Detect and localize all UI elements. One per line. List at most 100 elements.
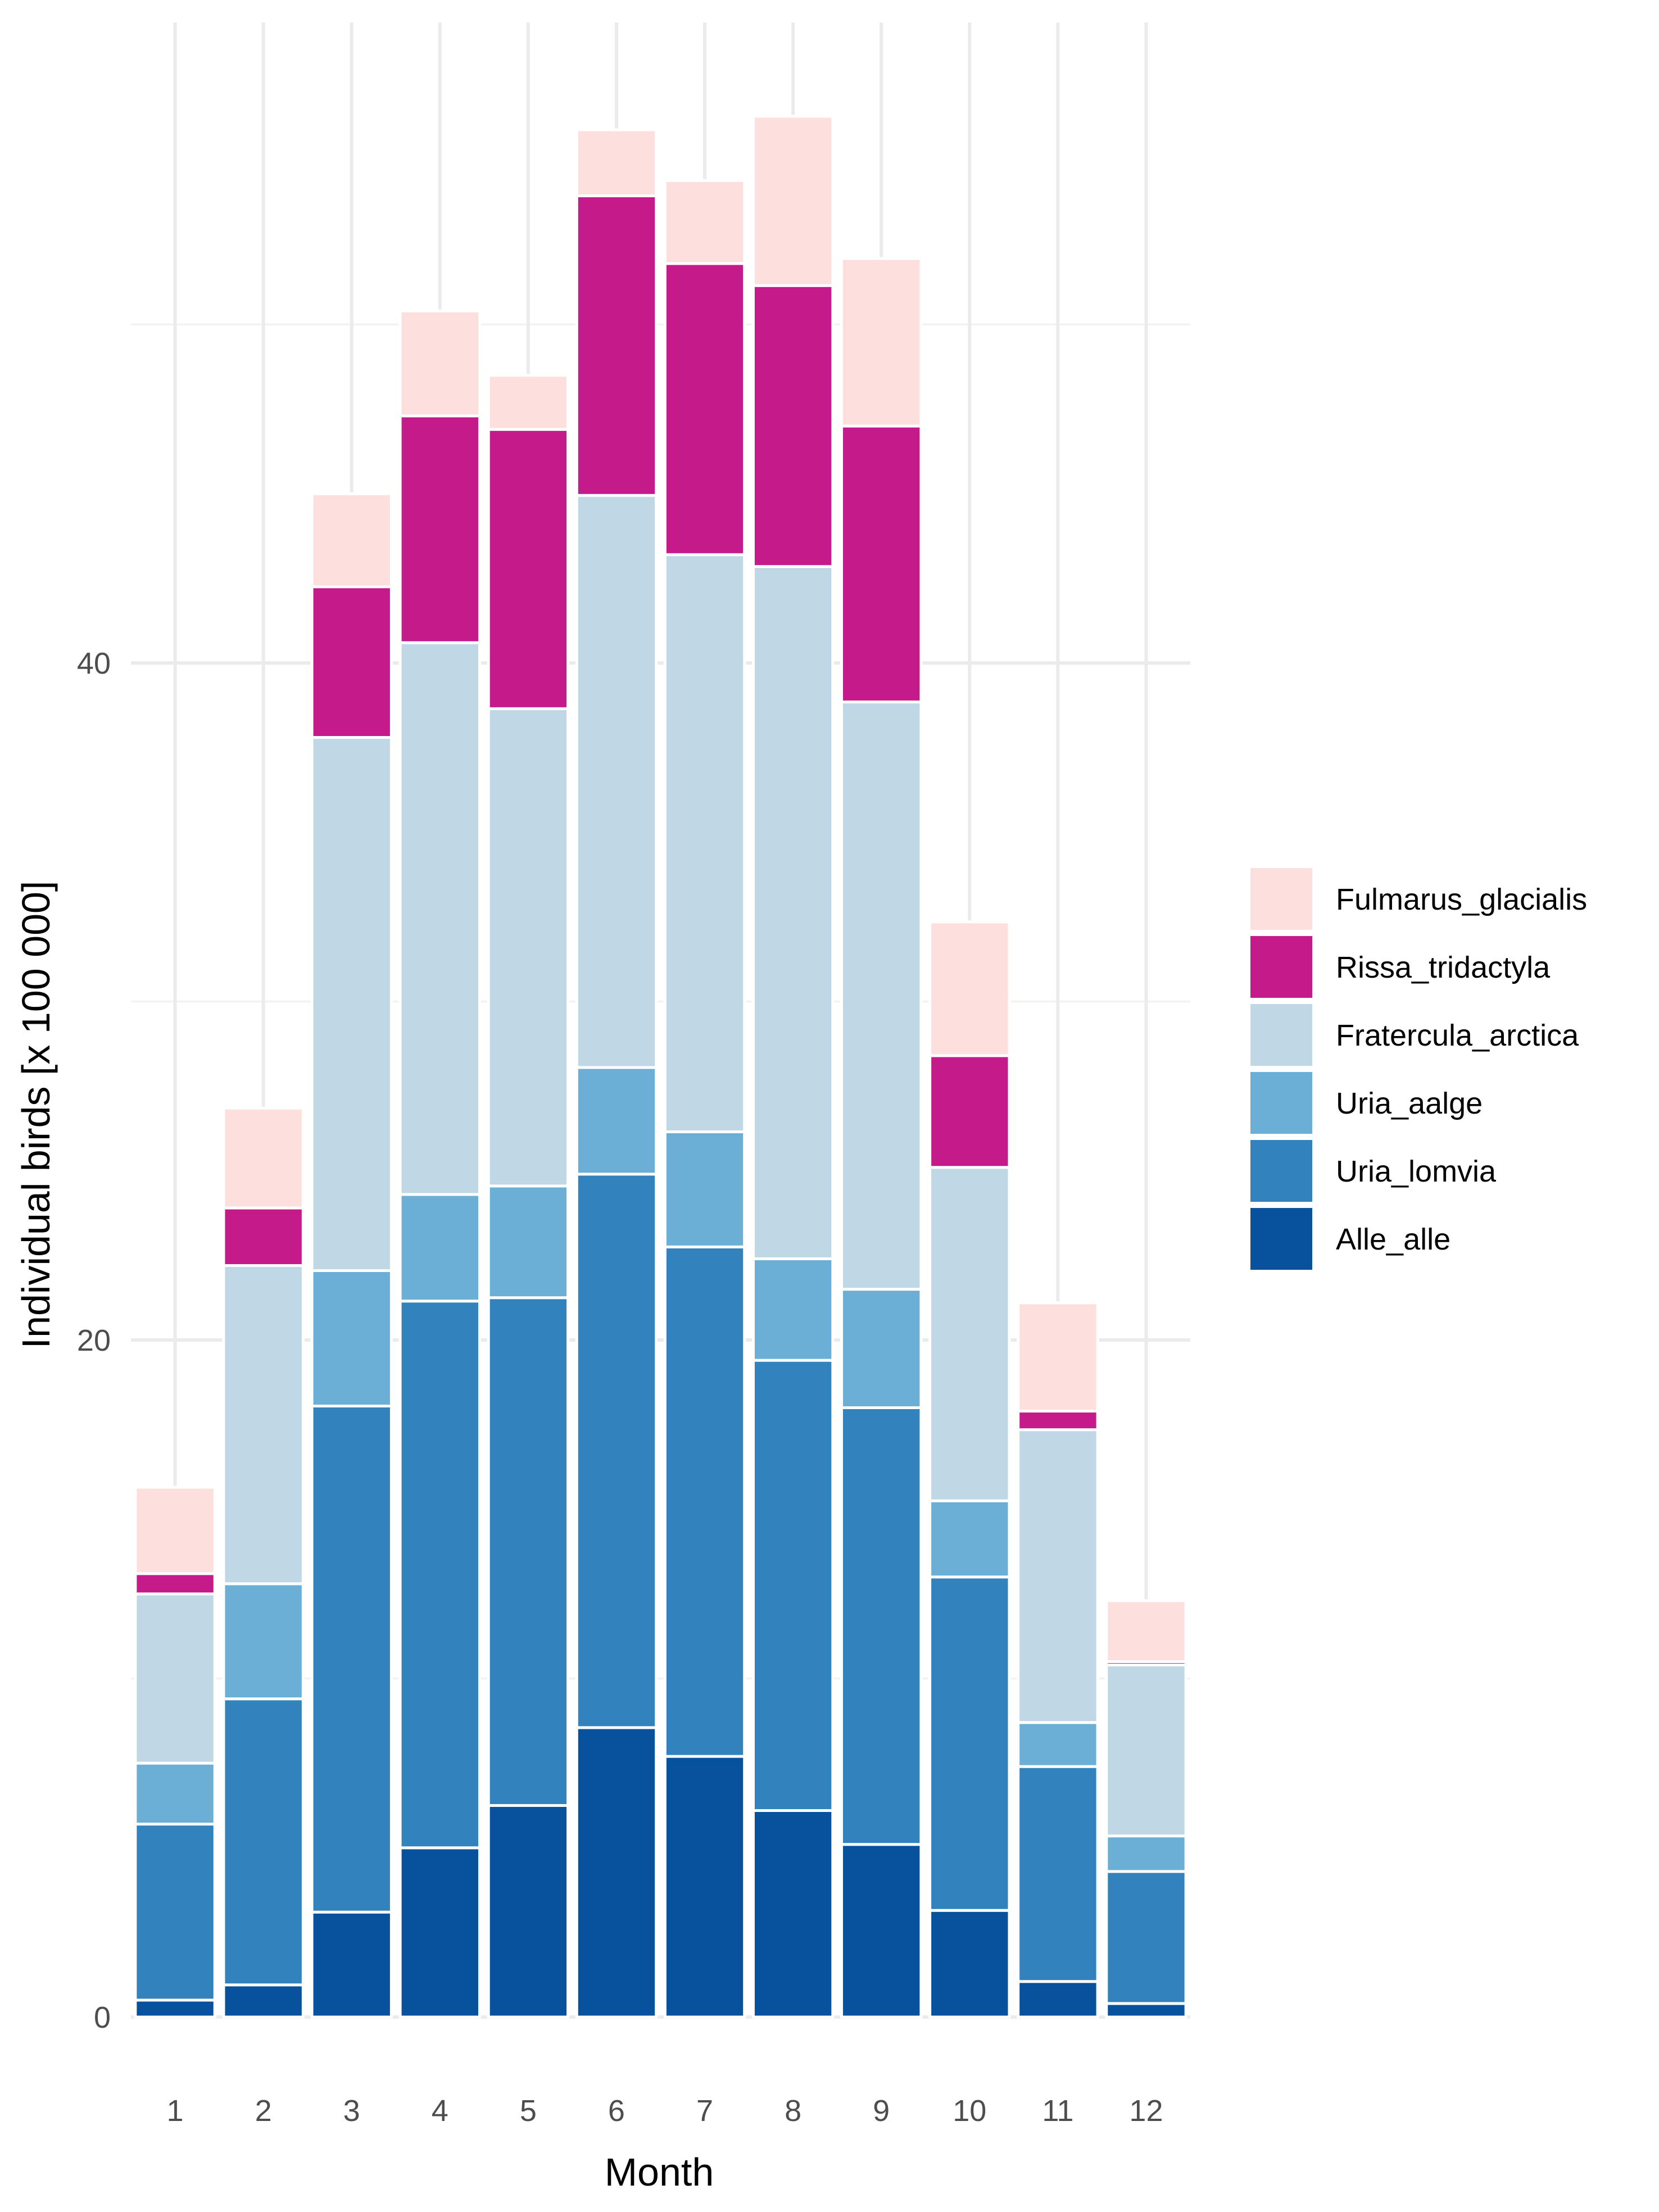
bar-segment-uria-lomvia [1017, 1765, 1099, 1983]
bar-segment-fulmarus-glacialis [663, 179, 746, 265]
bar-segment-uria-aalge [663, 1130, 746, 1248]
bar-segment-alle-alle [928, 1909, 1011, 2019]
bar-segment-uria-aalge [487, 1184, 570, 1300]
bar-segment-rissa-tridactyla [575, 194, 658, 497]
bar-segment-fulmarus-glacialis [1105, 1599, 1187, 1663]
bar-segment-fratercula-arctica [487, 707, 570, 1188]
x-axis-title: Month [605, 2150, 714, 2194]
bar-segment-fratercula-arctica [840, 700, 923, 1291]
x-tick-label: 11 [1042, 2094, 1073, 2128]
legend-label: Uria_aalge [1336, 1087, 1483, 1120]
bar-stack-month-6 [575, 128, 658, 2019]
x-tick-label: 9 [873, 2094, 890, 2128]
legend-swatch [1250, 868, 1312, 930]
bar-segment-fulmarus-glacialis [1017, 1301, 1099, 1413]
bar-segment-alle-alle [1017, 1980, 1099, 2019]
bar-segment-rissa-tridactyla [751, 284, 835, 568]
bar-segment-uria-aalge [222, 1582, 305, 1701]
bar-stack-month-9 [840, 257, 923, 2019]
bar-segment-rissa-tridactyla [487, 428, 570, 710]
bar-segment-fulmarus-glacialis [310, 492, 393, 588]
bar-segment-uria-lomvia [575, 1173, 658, 1729]
x-tick-label: 4 [432, 2094, 448, 2128]
bar-segment-fratercula-arctica [663, 553, 746, 1133]
bar-segment-fratercula-arctica [398, 641, 481, 1196]
legend-item-fulmarus-glacialis: Fulmarus_glacialis [1250, 868, 1587, 930]
bar-segment-alle-alle [575, 1726, 658, 2019]
bar-segment-alle-alle [751, 1809, 835, 2019]
bar-segment-fulmarus-glacialis [928, 920, 1011, 1057]
bar-stack-month-10 [928, 920, 1011, 2019]
bar-segment-rissa-tridactyla [1017, 1410, 1099, 1432]
bar-segment-fulmarus-glacialis [222, 1106, 305, 1210]
bar-segment-alle-alle [663, 1755, 746, 2019]
bar-stack-month-8 [751, 115, 835, 2019]
bar-segment-uria-aalge [575, 1066, 658, 1176]
legend-item-fratercula-arctica: Fratercula_arctica [1250, 1004, 1579, 1066]
y-tick-label: 20 [77, 1324, 111, 1357]
bar-segment-rissa-tridactyla [222, 1206, 305, 1267]
bar-segment-uria-aalge [928, 1499, 1011, 1579]
bar-stack-month-5 [487, 374, 570, 2019]
x-tick-label: 7 [696, 2094, 713, 2128]
bar-segment-fratercula-arctica [575, 494, 658, 1069]
bar-segment-uria-aalge [751, 1257, 835, 1362]
bar-segment-uria-aalge [310, 1269, 393, 1407]
bar-segment-rissa-tridactyla [663, 262, 746, 556]
y-tick-label: 40 [77, 647, 111, 680]
legend-label: Alle_alle [1336, 1223, 1451, 1256]
bar-segment-uria-lomvia [134, 1823, 216, 2002]
bar-segment-alle-alle [1105, 2002, 1187, 2019]
legend-swatch [1250, 1208, 1312, 1270]
x-tick-label: 2 [255, 2094, 272, 2128]
bar-stack-month-12 [1105, 1599, 1187, 2019]
bar-stack-month-11 [1017, 1301, 1099, 2019]
bar-segment-fratercula-arctica [751, 565, 835, 1260]
bar-segment-alle-alle [840, 1843, 923, 2019]
y-axis-ticks: 0 20 40 [77, 647, 111, 2034]
bar-stack-month-2 [222, 1106, 305, 2019]
bar-segment-alle-alle [487, 1804, 570, 2019]
bar-segment-fulmarus-glacialis [840, 257, 923, 428]
legend-item-uria-lomvia: Uria_lomvia [1250, 1140, 1497, 1202]
bar-stack-month-4 [398, 309, 481, 2019]
bar-segment-uria-lomvia [928, 1575, 1011, 1912]
bar-segment-fratercula-arctica [1017, 1428, 1099, 1724]
bar-segment-fratercula-arctica [928, 1166, 1011, 1502]
legend-item-uria-aalge: Uria_aalge [1250, 1072, 1483, 1134]
legend-item-alle-alle: Alle_alle [1250, 1208, 1451, 1270]
bar-segment-uria-lomvia [1105, 1870, 1187, 2005]
bar-segment-fulmarus-glacialis [575, 128, 658, 198]
x-tick-label: 5 [520, 2094, 537, 2128]
x-axis-ticks: 1 2 3 4 5 6 7 8 9 10 11 12 [167, 2094, 1163, 2128]
bar-segment-uria-lomvia [310, 1404, 393, 1914]
legend: Fulmarus_glacialis Rissa_tridactyla Frater… [1250, 868, 1587, 1270]
bar-segment-uria-lomvia [751, 1359, 835, 1812]
bar-segment-rissa-tridactyla [310, 585, 393, 739]
legend-swatch [1250, 1140, 1312, 1202]
y-tick-label: 0 [94, 2001, 111, 2034]
bar-segment-fratercula-arctica [134, 1592, 216, 1765]
legend-label: Fratercula_arctica [1336, 1019, 1579, 1052]
bar-segment-uria-aalge [398, 1193, 481, 1303]
bar-segment-fratercula-arctica [1105, 1663, 1187, 1838]
bar-segment-fulmarus-glacialis [134, 1486, 216, 1575]
x-tick-label: 10 [953, 2094, 986, 2128]
bar-segment-rissa-tridactyla [840, 424, 923, 703]
bar-segment-uria-aalge [134, 1761, 216, 1826]
bar-segment-uria-lomvia [663, 1245, 746, 1758]
legend-item-rissa-tridactyla: Rissa_tridactyla [1250, 936, 1551, 998]
bar-segment-uria-aalge [1017, 1721, 1099, 1768]
x-tick-label: 12 [1129, 2094, 1163, 2128]
bar-segment-fratercula-arctica [222, 1264, 305, 1586]
bar-segment-alle-alle [222, 1983, 305, 2019]
legend-label: Fulmarus_glacialis [1336, 883, 1587, 916]
bar-segment-fulmarus-glacialis [487, 374, 570, 431]
x-tick-label: 6 [608, 2094, 625, 2128]
bar-segment-uria-lomvia [398, 1300, 481, 1850]
bar-segment-uria-lomvia [487, 1296, 570, 1807]
bar-segment-fulmarus-glacialis [398, 309, 481, 417]
x-tick-label: 8 [785, 2094, 801, 2128]
bar-segment-fratercula-arctica [310, 736, 393, 1272]
